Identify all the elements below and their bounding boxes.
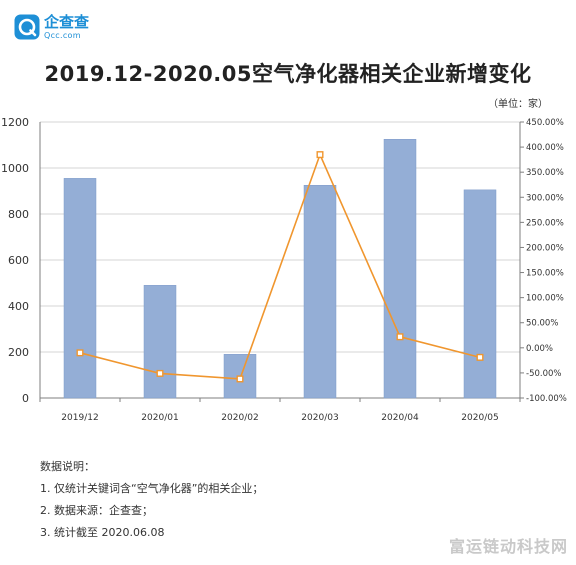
- bar: [223, 354, 257, 399]
- y2-tick-label: 300.00%: [526, 193, 564, 203]
- chart-title: 2019.12-2020.05空气净化器相关企业新增变化: [44, 62, 532, 86]
- watermark: 富运链动科技网: [448, 537, 568, 556]
- y-tick-label: 400: [8, 300, 29, 313]
- y-tick-label: 800: [8, 208, 29, 221]
- y-tick-label: 0: [22, 392, 29, 405]
- bar: [383, 139, 417, 399]
- data-notes: 数据说明： 1. 仅统计关键词含“空气净化器”的相关企业； 2. 数据来源：企查…: [40, 456, 263, 544]
- y-tick-label: 1000: [1, 162, 29, 175]
- line-point: [156, 369, 164, 377]
- y2-tick-label: -50.00%: [526, 369, 561, 379]
- bar: [463, 189, 497, 399]
- y2-tick-label: 50.00%: [526, 319, 558, 329]
- y-tick-label: 1200: [1, 116, 29, 129]
- line-point: [476, 353, 484, 361]
- line-point: [76, 349, 84, 357]
- y2-tick-label: -100.00%: [526, 394, 567, 404]
- y2-tick-label: 350.00%: [526, 168, 564, 178]
- y-tick-label: 200: [8, 346, 29, 359]
- y2-tick-label: 250.00%: [526, 218, 564, 228]
- note-item: 3. 统计截至 2020.06.08: [40, 526, 165, 539]
- y2-tick-label: 200.00%: [526, 243, 564, 253]
- y2-tick-label: 150.00%: [526, 269, 564, 279]
- x-tick-label: 2020/03: [301, 413, 338, 423]
- logo: 企查查 Qcc.com: [14, 14, 89, 40]
- x-tick-label: 2019/12: [61, 413, 98, 423]
- note-item: 2. 数据来源：企查查；: [40, 504, 153, 517]
- x-tick-label: 2020/04: [381, 413, 419, 423]
- y2-tick-label: 100.00%: [526, 294, 564, 304]
- combo-chart: 0 200 400 600 800 1000 1200 -100.00% -50.00% 0.00…: [1, 116, 567, 423]
- unit-label: （单位：家）: [488, 99, 548, 110]
- notes-heading: 数据说明：: [40, 460, 95, 473]
- qcc-logo-icon: [14, 14, 40, 40]
- logo-domain: Qcc.com: [44, 30, 81, 40]
- bar: [143, 285, 177, 399]
- x-tick-label: 2020/01: [141, 413, 178, 423]
- y2-tick-label: 0.00%: [526, 344, 553, 354]
- bar: [303, 185, 337, 399]
- bar: [63, 178, 97, 399]
- line-point: [396, 333, 404, 341]
- x-tick-label: 2020/02: [221, 413, 258, 423]
- line-point: [316, 151, 324, 159]
- x-tick-label: 2020/05: [461, 413, 498, 423]
- logo-name: 企查查: [44, 12, 90, 31]
- series-line: [79, 152, 481, 380]
- line-point: [236, 375, 244, 383]
- note-item: 1. 仅统计关键词含“空气净化器”的相关企业；: [40, 482, 264, 495]
- y-tick-label: 600: [8, 254, 29, 267]
- y2-tick-label: 450.00%: [526, 118, 564, 128]
- y2-tick-label: 400.00%: [526, 143, 564, 153]
